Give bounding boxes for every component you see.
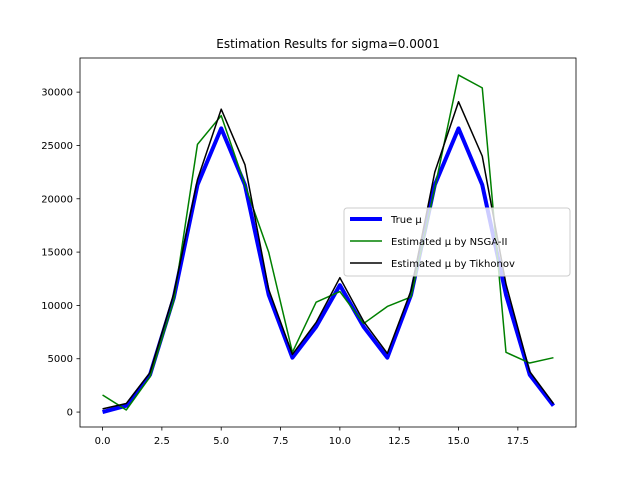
y-tick-label: 25000 (41, 141, 73, 152)
plot-frame (79, 57, 577, 428)
x-tick-label: 5.0 (213, 436, 229, 447)
legend-label-nsga: Estimated μ by NSGA-II (391, 237, 507, 248)
legend-label-tikhonov: Estimated μ by Tikhonov (391, 259, 515, 270)
y-tick-label: 5000 (48, 354, 73, 365)
x-tick-label: 7.5 (273, 436, 289, 447)
x-tick-label: 12.5 (388, 436, 410, 447)
legend-label-true: True μ (390, 215, 422, 226)
legend: True μ Estimated μ by NSGA-II Estimated … (343, 207, 571, 277)
y-tick-label: 20000 (41, 194, 73, 205)
chart-title: Estimation Results for sigma=0.0001 (216, 37, 439, 51)
y-tick-label: 10000 (41, 301, 73, 312)
x-tick-label: 10.0 (329, 436, 351, 447)
x-tick-label: 0.0 (95, 436, 111, 447)
x-tick-label: 2.5 (154, 436, 170, 447)
x-tick-label: 15.0 (447, 436, 469, 447)
legend-box (343, 207, 571, 277)
y-axis: 0 5000 10000 15000 20000 25000 30000 (41, 88, 80, 419)
series-line-tikhonov (102, 100, 555, 410)
y-tick-label: 30000 (41, 88, 73, 99)
plot-lines (102, 74, 556, 415)
x-axis: 0.0 2.5 5.0 7.5 10.0 12.5 15.0 17.5 (95, 427, 529, 447)
y-tick-label: 0 (67, 408, 73, 419)
x-tick-label: 17.5 (507, 436, 529, 447)
y-tick-label: 15000 (41, 248, 73, 259)
